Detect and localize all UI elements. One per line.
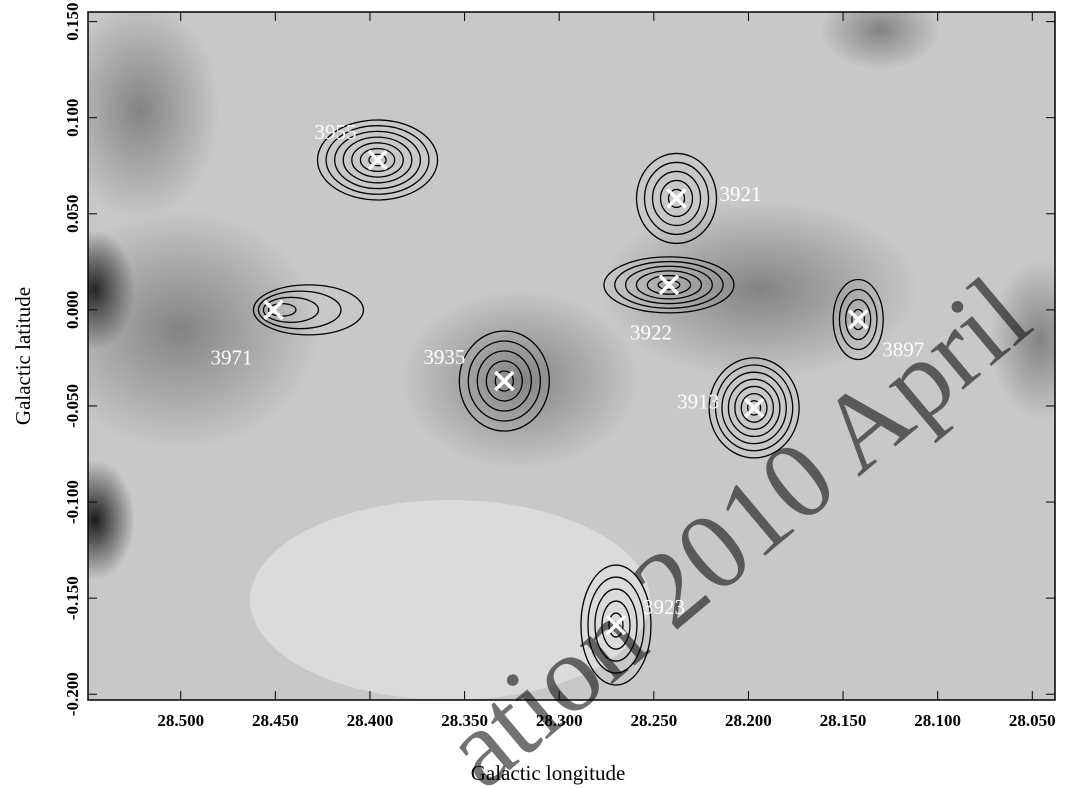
contour	[316, 119, 439, 201]
source-marker	[666, 188, 687, 209]
x-tick-label: 28.100	[914, 711, 961, 730]
y-axis-title: Galactic latitude	[11, 287, 35, 425]
background-image	[88, 12, 1055, 700]
source-label: 3923	[643, 595, 685, 619]
contour	[832, 278, 884, 361]
contour	[334, 130, 422, 190]
plot-frame	[87, 11, 1056, 701]
source-label: 3897	[882, 337, 924, 361]
contour	[614, 260, 724, 309]
y-tick-label: -0.100	[63, 480, 82, 524]
contour	[646, 274, 692, 295]
contour	[845, 298, 872, 341]
x-tick-label: 28.200	[725, 711, 772, 730]
contour	[635, 152, 718, 245]
source-label: 3971	[210, 346, 252, 370]
y-tick-label: 0.100	[63, 99, 82, 137]
contour	[708, 357, 800, 459]
source-marker	[743, 397, 765, 419]
x-tick-label: 28.250	[630, 711, 677, 730]
source-label: 3922	[630, 321, 672, 345]
y-tick-label: -0.150	[63, 576, 82, 620]
x-tick-label: 28.500	[157, 711, 204, 730]
source-marker	[658, 274, 680, 296]
contour	[494, 370, 514, 392]
contour	[667, 188, 686, 209]
contour	[368, 153, 387, 167]
contours	[252, 119, 884, 686]
x-tick-label: 28.450	[252, 711, 299, 730]
source-label: 3955	[315, 120, 357, 144]
contour	[727, 378, 781, 438]
source-label: 3921	[720, 182, 762, 206]
contour	[458, 330, 550, 432]
contour	[476, 350, 532, 412]
contour	[359, 147, 396, 173]
contour	[721, 371, 787, 445]
source-label: 3913	[677, 390, 719, 414]
contour	[485, 360, 523, 402]
source-label: 3935	[423, 345, 465, 369]
contour	[351, 142, 404, 178]
y-tick-label: -0.200	[63, 672, 82, 716]
contour	[580, 564, 652, 686]
contour	[659, 179, 694, 218]
contour	[342, 136, 413, 184]
contour	[594, 588, 638, 662]
contour	[608, 612, 624, 638]
x-tick-label: 28.050	[1009, 711, 1056, 730]
contour	[714, 364, 794, 452]
source-marker	[367, 149, 388, 171]
x-tick-label: 28.350	[441, 711, 488, 730]
y-tick-label: 0.050	[63, 195, 82, 233]
y-tick-label: 0.000	[63, 291, 82, 329]
contour	[267, 302, 297, 317]
source-marker	[605, 614, 627, 636]
contour	[587, 576, 645, 674]
contour	[838, 288, 878, 351]
contour	[651, 170, 702, 227]
contour	[603, 256, 735, 314]
x-tick-label: 28.300	[536, 711, 583, 730]
x-tick-label: 28.400	[347, 711, 394, 730]
contour	[747, 400, 762, 416]
x-tick-label: 28.150	[820, 711, 867, 730]
contour	[740, 392, 768, 423]
contour	[657, 279, 681, 291]
contour	[257, 290, 342, 330]
contour	[734, 385, 775, 430]
source-marker	[494, 370, 515, 392]
y-tick-label: -0.050	[63, 384, 82, 428]
contour	[643, 161, 710, 236]
contour	[467, 340, 541, 422]
x-axis-title: Galactic longitude	[471, 761, 626, 785]
contour	[851, 308, 866, 331]
contour	[624, 265, 713, 305]
source-marker	[263, 299, 284, 321]
contour	[262, 296, 320, 324]
y-tick-label: 0.150	[63, 2, 82, 40]
source-marker	[847, 309, 869, 330]
contour	[252, 284, 365, 336]
contour	[601, 600, 631, 650]
contour	[635, 270, 703, 300]
contour	[325, 125, 430, 195]
